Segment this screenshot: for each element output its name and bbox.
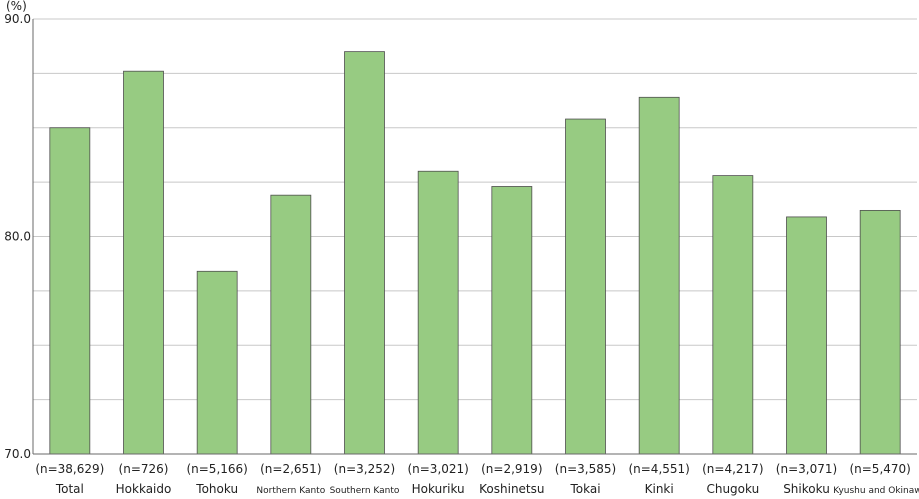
category-sample-size: (n=726) [119,462,169,476]
bar-shikoku [786,216,827,455]
y-tick-label: 90.0 [4,12,31,26]
bar-kyushu-and-okinawa [859,209,901,455]
bar-hokkaido [123,70,164,455]
gridlines [33,18,917,401]
category-sample-size: (n=3,071) [776,462,837,476]
category-label: Shikoku [783,482,830,496]
category-sample-size: (n=3,585) [555,462,616,476]
bar-tohoku [196,270,238,455]
bar-kinki [638,96,680,455]
category-sample-size: (n=3,252) [334,462,395,476]
category-sample-size: (n=2,919) [481,462,542,476]
category-label: Northern Kanto [256,486,325,496]
category-sample-size: (n=5,470) [849,462,910,476]
bar-northern-kanto [270,194,312,455]
bar-southern-kanto [344,51,385,455]
category-label: Hokkaido [116,482,172,496]
bar-tokai [565,118,606,455]
bar-koshinetsu [491,186,533,455]
category-label: Hokuriku [412,482,465,496]
category-sample-size: (n=3,021) [407,462,468,476]
bar-hokuriku [417,170,459,455]
category-label: Tokai [569,482,600,496]
bars [49,51,901,455]
axes [32,19,917,455]
category-label: Tohoku [195,482,238,496]
category-label: Kyushu and Okinawa [833,486,919,496]
category-sample-size: (n=2,651) [260,462,321,476]
category-sample-size: (n=5,166) [186,462,247,476]
category-label: Southern Kanto [330,486,400,496]
bar-total [49,127,91,455]
category-label: Chugoku [706,482,759,496]
category-label: Koshinetsu [479,482,544,496]
y-tick-label: 80.0 [4,230,31,244]
bar-chugoku [712,175,754,455]
category-sample-size: (n=4,551) [628,462,689,476]
category-label: Kinki [645,482,674,496]
category-sample-size: (n=38,629) [35,462,104,476]
y-axis-unit-label: (%) [6,0,27,13]
category-label: Total [55,482,84,496]
category-sample-size: (n=4,217) [702,462,763,476]
y-tick-labels: 70.0 80.0 90.0 [4,12,31,461]
category-labels: (n=38,629) Total (n=726) Hokkaido (n=5,166) T… [35,462,919,496]
y-tick-label: 70.0 [4,447,31,461]
